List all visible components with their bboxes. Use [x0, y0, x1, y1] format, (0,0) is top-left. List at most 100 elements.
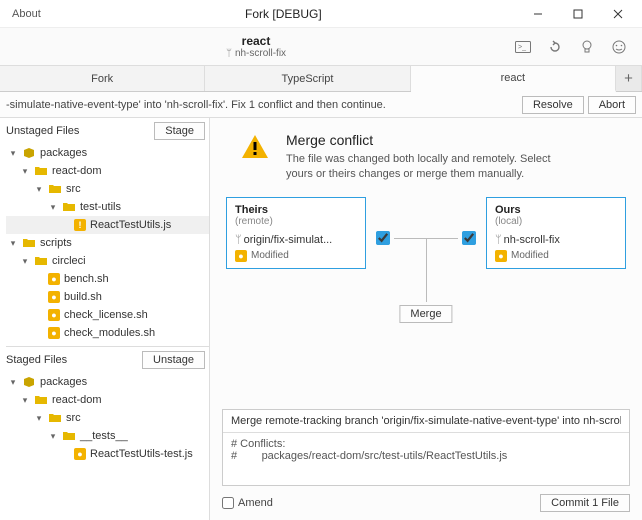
- conflict-notice: -simulate-native-event-type' into 'nh-sc…: [0, 92, 642, 118]
- ours-checkbox[interactable]: [462, 231, 476, 245]
- folder-icon: [34, 393, 48, 407]
- folder-icon: [34, 254, 48, 268]
- tab-fork[interactable]: Fork: [0, 66, 205, 91]
- theirs-card[interactable]: Theirs (remote) ᛘorigin/fix-simulat... ●…: [226, 197, 366, 269]
- tree-label: scripts: [40, 237, 72, 249]
- modified-icon: ●: [48, 291, 60, 303]
- branch-icon: ᛘ: [226, 48, 232, 59]
- repo-tabs: Fork TypeScript react +: [0, 66, 642, 92]
- tree-file[interactable]: ▾●check_modules.sh: [6, 324, 209, 342]
- tree-folder[interactable]: ▾react-dom: [6, 391, 209, 409]
- package-icon: [22, 146, 36, 160]
- amend-label: Amend: [238, 497, 273, 509]
- amend-checkbox[interactable]: Amend: [222, 497, 273, 509]
- folder-icon: [48, 182, 62, 196]
- folder-icon: [22, 236, 36, 250]
- unstaged-title: Unstaged Files: [6, 125, 79, 137]
- modified-icon: ●: [48, 327, 60, 339]
- commit-body-textarea[interactable]: [223, 433, 629, 485]
- main-panel: Merge conflict The file was changed both…: [210, 118, 642, 520]
- ours-state: Modified: [511, 250, 549, 261]
- tree-label: ReactTestUtils.js: [90, 219, 171, 231]
- theirs-checkbox[interactable]: [376, 231, 390, 245]
- maximize-button[interactable]: [558, 0, 598, 28]
- tree-file[interactable]: ▾●check_license.sh: [6, 306, 209, 324]
- feedback-icon[interactable]: [608, 36, 630, 58]
- tree-label: packages: [40, 147, 87, 159]
- tree-label: check_modules.sh: [64, 327, 155, 339]
- tree-folder[interactable]: ▾packages: [6, 144, 209, 162]
- theirs-sublabel: (remote): [235, 216, 357, 227]
- merge-button[interactable]: Merge: [399, 305, 452, 323]
- tree-label: bench.sh: [64, 273, 109, 285]
- abort-button[interactable]: Abort: [588, 96, 636, 114]
- tree-label: react-dom: [52, 165, 102, 177]
- staged-tree: ▾packages ▾react-dom ▾src ▾__tests__ ▾●R…: [6, 371, 209, 465]
- unstage-button[interactable]: Unstage: [142, 351, 205, 369]
- tree-label: __tests__: [80, 430, 128, 442]
- tree-label: react-dom: [52, 394, 102, 406]
- package-icon: [22, 375, 36, 389]
- tree-label: src: [66, 183, 81, 195]
- staged-title: Staged Files: [6, 354, 67, 366]
- branch-icon: ᛘ: [235, 233, 242, 246]
- tree-label: packages: [40, 376, 87, 388]
- tree-folder[interactable]: ▾packages: [6, 373, 209, 391]
- ours-sublabel: (local): [495, 216, 617, 227]
- tree-folder[interactable]: ▾src: [6, 180, 209, 198]
- tree-file[interactable]: ▾●bench.sh: [6, 270, 209, 288]
- tree-file[interactable]: ▾●build.sh: [6, 288, 209, 306]
- modified-icon: ●: [235, 250, 247, 262]
- redo-icon[interactable]: [544, 36, 566, 58]
- tree-folder[interactable]: ▾__tests__: [6, 427, 209, 445]
- theirs-state: Modified: [251, 250, 289, 261]
- tree-folder[interactable]: ▾src: [6, 409, 209, 427]
- sidebar: Unstaged Files Stage ▾packages ▾react-do…: [0, 118, 210, 520]
- commit-editor: [222, 409, 630, 486]
- tab-add[interactable]: +: [616, 66, 642, 91]
- stage-button[interactable]: Stage: [154, 122, 205, 140]
- tab-react[interactable]: react: [411, 66, 616, 92]
- folder-icon: [62, 429, 76, 443]
- unstaged-header: Unstaged Files Stage: [6, 120, 209, 142]
- commit-subject-input[interactable]: [223, 410, 629, 433]
- repo-branch-label: nh-scroll-fix: [235, 48, 286, 59]
- folder-icon: [48, 411, 62, 425]
- commit-button[interactable]: Commit 1 File: [540, 494, 630, 512]
- tree-label: circleci: [52, 255, 86, 267]
- minimize-button[interactable]: [518, 0, 558, 28]
- tree-file[interactable]: ▾●ReactTestUtils-test.js: [6, 445, 209, 463]
- tree-folder[interactable]: ▾scripts: [6, 234, 209, 252]
- tree-folder[interactable]: ▾react-dom: [6, 162, 209, 180]
- repo-header: react ᛘnh-scroll-fix >_: [0, 28, 642, 66]
- ours-branch: nh-scroll-fix: [504, 234, 560, 246]
- ours-label: Ours: [495, 204, 617, 216]
- branch-icon: ᛘ: [495, 233, 502, 246]
- tree-folder[interactable]: ▾circleci: [6, 252, 209, 270]
- close-button[interactable]: [598, 0, 638, 28]
- tree-label: build.sh: [64, 291, 102, 303]
- staged-header: Staged Files Unstage: [6, 346, 209, 371]
- merge-diagram: Theirs (remote) ᛘorigin/fix-simulat... ●…: [226, 197, 626, 337]
- tab-typescript[interactable]: TypeScript: [205, 66, 410, 91]
- ours-card[interactable]: Ours (local) ᛘnh-scroll-fix ●Modified: [486, 197, 626, 269]
- modified-icon: ●: [48, 309, 60, 321]
- merge-title: Merge conflict: [286, 132, 566, 148]
- tree-label: check_license.sh: [64, 309, 148, 321]
- tree-folder[interactable]: ▾test-utils: [6, 198, 209, 216]
- tree-label: src: [66, 412, 81, 424]
- resolve-button[interactable]: Resolve: [522, 96, 584, 114]
- conflict-message: -simulate-native-event-type' into 'nh-sc…: [6, 99, 518, 111]
- bulb-icon[interactable]: [576, 36, 598, 58]
- tree-file-conflict[interactable]: ▾!ReactTestUtils.js: [6, 216, 209, 234]
- titlebar: About Fork [DEBUG]: [0, 0, 642, 28]
- theirs-branch: origin/fix-simulat...: [244, 234, 333, 246]
- about-menu[interactable]: About: [4, 8, 49, 20]
- commit-footer: Amend Commit 1 File: [222, 494, 630, 512]
- tree-label: test-utils: [80, 201, 121, 213]
- warning-icon: [240, 132, 270, 162]
- merge-header: Merge conflict The file was changed both…: [210, 118, 642, 189]
- terminal-icon[interactable]: >_: [512, 36, 534, 58]
- amend-input[interactable]: [222, 497, 234, 509]
- repo-name: react: [0, 34, 512, 48]
